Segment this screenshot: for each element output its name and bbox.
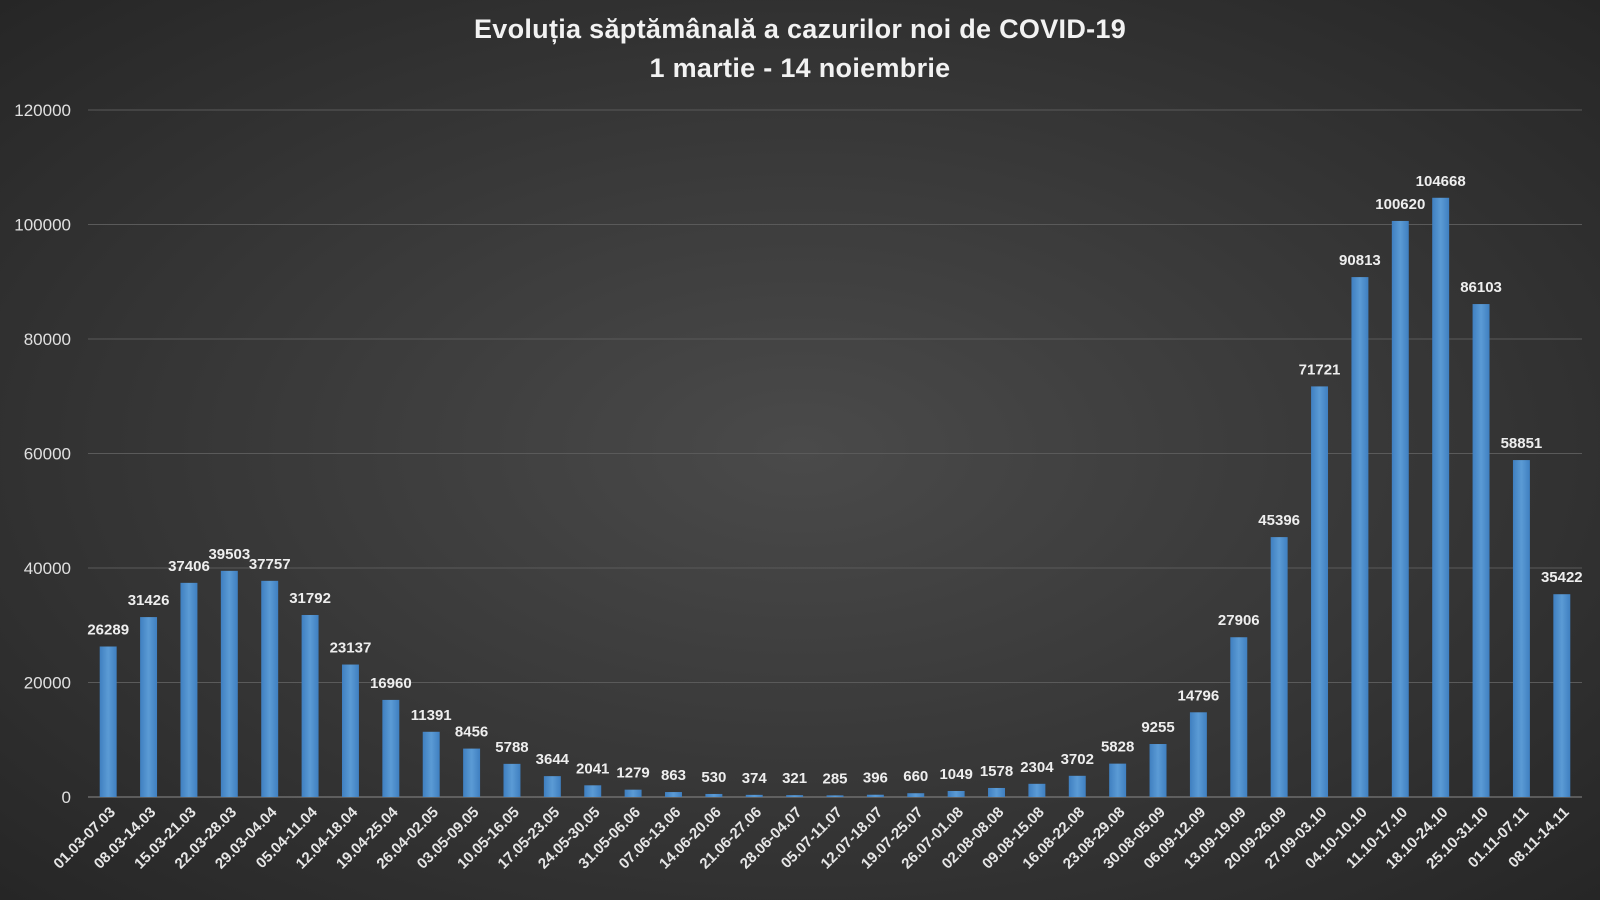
data-label: 660 (903, 768, 928, 785)
data-label: 374 (742, 770, 768, 787)
data-label: 530 (701, 769, 726, 786)
data-label: 90813 (1339, 252, 1381, 269)
bar (907, 793, 925, 797)
bar (826, 795, 844, 797)
y-tick-label: 20000 (24, 674, 71, 693)
bar (220, 570, 238, 797)
bar (988, 787, 1005, 797)
bar (301, 614, 319, 797)
data-label: 31792 (289, 590, 331, 607)
y-tick-label: 120000 (14, 101, 71, 120)
bar (745, 794, 763, 797)
bar (1351, 277, 1369, 797)
data-label: 863 (661, 767, 686, 784)
bar (866, 794, 884, 797)
bar (99, 646, 117, 797)
bar (543, 776, 561, 797)
data-label: 39503 (208, 546, 250, 563)
data-label: 3702 (1061, 751, 1094, 768)
data-label: 1279 (616, 765, 649, 782)
bar (1432, 197, 1450, 797)
data-label: 14796 (1178, 687, 1220, 704)
bar (947, 790, 965, 797)
data-label: 1578 (980, 763, 1013, 780)
data-label: 5828 (1101, 739, 1134, 756)
data-label: 16960 (370, 675, 412, 692)
data-label: 31426 (128, 592, 170, 609)
data-label: 37406 (168, 558, 210, 575)
bar (180, 582, 198, 797)
bar (624, 789, 642, 797)
data-label: 58851 (1501, 435, 1543, 452)
bar (1028, 783, 1046, 797)
data-label: 8456 (455, 724, 488, 741)
bar (1109, 763, 1127, 797)
data-label: 71721 (1299, 361, 1341, 378)
bar (665, 792, 682, 797)
bar (584, 785, 602, 797)
data-label: 396 (863, 770, 888, 787)
data-label: 2041 (576, 760, 609, 777)
data-label: 27906 (1218, 612, 1260, 629)
y-tick-label: 0 (62, 788, 71, 807)
data-label: 37757 (249, 556, 291, 573)
bar (1512, 460, 1530, 797)
bar (503, 763, 521, 797)
bar (463, 748, 481, 797)
y-tick-label: 40000 (24, 559, 71, 578)
bar (382, 699, 400, 797)
data-label: 1049 (939, 766, 972, 783)
data-label: 3644 (536, 751, 570, 768)
bar (341, 664, 359, 797)
bar (1189, 712, 1207, 797)
chart-subtitle: 1 martie - 14 noiembrie (649, 53, 951, 83)
data-label: 45396 (1258, 512, 1300, 529)
bar (1553, 594, 1571, 797)
bar (786, 795, 804, 797)
data-label: 321 (782, 770, 807, 787)
bar (1230, 637, 1248, 797)
data-label: 285 (822, 770, 847, 787)
bar (1149, 744, 1167, 797)
chart-title: Evoluția săptămânală a cazurilor noi de … (473, 14, 1127, 44)
bar (1472, 304, 1490, 797)
data-label: 11391 (411, 707, 452, 724)
data-label: 2304 (1020, 759, 1054, 776)
bar (422, 731, 440, 797)
data-label: 5788 (495, 739, 528, 756)
data-label: 86103 (1460, 279, 1502, 296)
bar (261, 580, 279, 797)
y-tick-label: 60000 (24, 445, 71, 464)
bar (1391, 220, 1409, 797)
data-label: 9255 (1141, 719, 1174, 736)
y-tick-label: 80000 (24, 330, 71, 349)
y-tick-label: 100000 (14, 216, 71, 235)
bar (140, 617, 158, 797)
data-label: 104668 (1416, 173, 1466, 190)
data-label: 35422 (1541, 569, 1583, 586)
bar (705, 793, 723, 797)
bar (1311, 386, 1329, 797)
data-label: 23137 (330, 640, 372, 657)
bar (1068, 775, 1086, 797)
bar (1270, 537, 1288, 797)
data-label: 26289 (87, 621, 129, 638)
data-label: 100620 (1375, 196, 1425, 213)
